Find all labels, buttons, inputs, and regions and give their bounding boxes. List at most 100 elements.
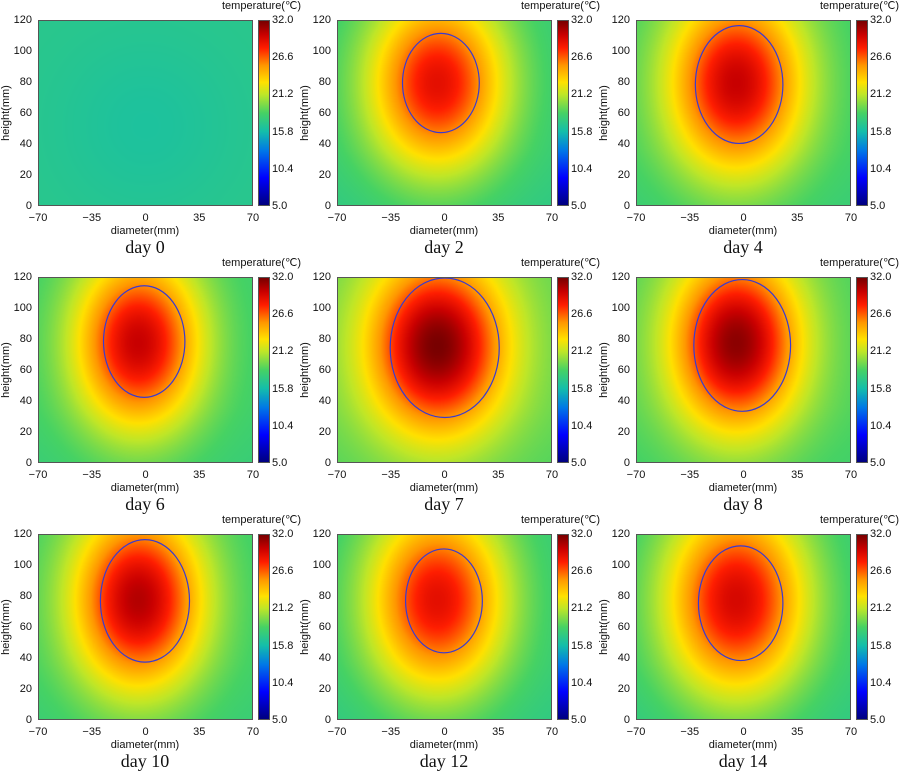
x-tick-label: −35 [82, 469, 102, 481]
colorbar-tick-label: 26.6 [870, 308, 892, 321]
colorbar [856, 20, 868, 206]
colorbar-title: temperature(℃) [820, 514, 899, 526]
plot-area [337, 534, 552, 720]
y-axis-label: height(mm) [598, 85, 610, 141]
isotherm-contour [404, 548, 483, 654]
x-tick-label: 0 [441, 469, 448, 481]
y-tick-label: 20 [318, 169, 331, 181]
temperature-field [338, 21, 551, 205]
y-tick-label: 100 [312, 559, 331, 571]
y-tick-label: 40 [19, 395, 32, 407]
x-tick-label: 35 [492, 469, 505, 481]
colorbar-tick-label: 5.0 [870, 457, 886, 469]
y-tick-label: 0 [25, 714, 32, 726]
colorbar-tick-label: 5.0 [571, 457, 587, 469]
x-tick-label: 35 [791, 726, 804, 738]
contour-overlay [401, 32, 480, 134]
colorbar [856, 277, 868, 463]
temperature-field [39, 535, 252, 719]
y-tick-label: 40 [19, 652, 32, 664]
x-axis-label: diameter(mm) [708, 482, 778, 494]
x-tick-label: −35 [82, 726, 102, 738]
y-tick-label: 120 [312, 14, 331, 26]
colorbar-tick-label: 32.0 [571, 271, 593, 283]
colorbar-tick-label: 10.4 [571, 419, 593, 432]
x-tick-label: 35 [193, 212, 206, 224]
x-tick-label: −70 [327, 469, 347, 481]
plot-area [636, 277, 851, 463]
y-tick-label: 80 [318, 333, 331, 345]
y-tick-label: 80 [617, 76, 630, 88]
x-tick-label: 70 [246, 726, 260, 738]
colorbar-tick-label: 15.8 [870, 382, 892, 395]
y-tick-label: 0 [623, 200, 630, 212]
x-axis-label: diameter(mm) [708, 739, 778, 751]
y-tick-label: 60 [617, 107, 630, 119]
y-axis-label: height(mm) [0, 342, 12, 398]
plot-area [636, 20, 851, 206]
colorbar [856, 534, 868, 720]
temperature-field [637, 21, 850, 205]
colorbar-tick-label: 26.6 [571, 51, 593, 64]
contour-overlay [102, 285, 186, 398]
y-tick-label: 100 [312, 302, 331, 314]
contour-overlay [697, 545, 784, 662]
colorbar-tick-label: 21.2 [272, 88, 294, 101]
colorbar-tick-label: 15.8 [272, 639, 294, 652]
colorbar-tick-label: 15.8 [272, 125, 294, 138]
x-tick-label: 0 [142, 212, 149, 224]
panel-caption: day 6 [125, 494, 165, 514]
plot-area [337, 277, 552, 463]
y-axis-label: height(mm) [299, 599, 311, 655]
colorbar-title: temperature(℃) [820, 0, 899, 12]
colorbar-tick-label: 21.2 [571, 602, 593, 615]
colorbar-tick-label: 26.6 [571, 565, 593, 578]
plot-area [337, 20, 552, 206]
colorbar-title: temperature(℃) [222, 257, 301, 269]
y-tick-label: 80 [19, 590, 32, 602]
isotherm-contour [401, 32, 480, 134]
x-axis-label: diameter(mm) [110, 225, 180, 237]
y-tick-label: 60 [19, 364, 32, 376]
x-tick-label: 35 [791, 212, 804, 224]
y-tick-label: 20 [617, 683, 630, 695]
x-tick-label: −70 [327, 726, 347, 738]
colorbar-tick-label: 10.4 [571, 676, 593, 689]
colorbar-title: temperature(℃) [521, 0, 600, 12]
temperature-field [338, 535, 551, 719]
x-tick-label: −70 [626, 212, 646, 224]
y-tick-label: 0 [25, 457, 32, 469]
x-axis-label: diameter(mm) [409, 739, 479, 751]
colorbar-tick-label: 15.8 [870, 125, 892, 138]
x-tick-label: −70 [327, 212, 347, 224]
x-tick-label: 0 [740, 212, 747, 224]
x-tick-label: 0 [441, 726, 448, 738]
y-tick-label: 120 [13, 14, 32, 26]
y-tick-label: 120 [611, 528, 630, 540]
colorbar-tick-label: 5.0 [870, 200, 886, 212]
colorbar-tick-label: 26.6 [870, 51, 892, 64]
y-tick-label: 80 [19, 333, 32, 345]
y-tick-label: 100 [611, 302, 630, 314]
y-tick-label: 20 [19, 683, 32, 695]
colorbar-tick-label: 32.0 [870, 14, 892, 26]
colorbar-tick-label: 5.0 [272, 714, 288, 726]
colorbar [557, 534, 569, 720]
temperature-field [637, 535, 850, 719]
y-tick-label: 120 [13, 528, 32, 540]
colorbar-tick-label: 10.4 [272, 676, 294, 689]
colorbar-tick-label: 32.0 [272, 14, 294, 26]
y-tick-label: 120 [611, 271, 630, 283]
y-tick-label: 40 [617, 138, 630, 150]
heatmap-panel: temperature(℃) 32.0 26.6 21.2 15.8 10.4 5.0 0 20… [299, 0, 600, 257]
heatmap-panel: temperature(℃) 32.0 26.6 21.2 15.8 10.4 5.0 0 20… [598, 514, 899, 771]
y-tick-label: 60 [617, 364, 630, 376]
y-tick-label: 80 [617, 333, 630, 345]
x-tick-label: −70 [626, 726, 646, 738]
y-tick-label: 100 [611, 45, 630, 57]
colorbar-title: temperature(℃) [820, 257, 899, 269]
y-tick-label: 120 [312, 271, 331, 283]
x-tick-label: −70 [28, 469, 48, 481]
colorbar [258, 20, 270, 206]
y-tick-label: 20 [617, 426, 630, 438]
